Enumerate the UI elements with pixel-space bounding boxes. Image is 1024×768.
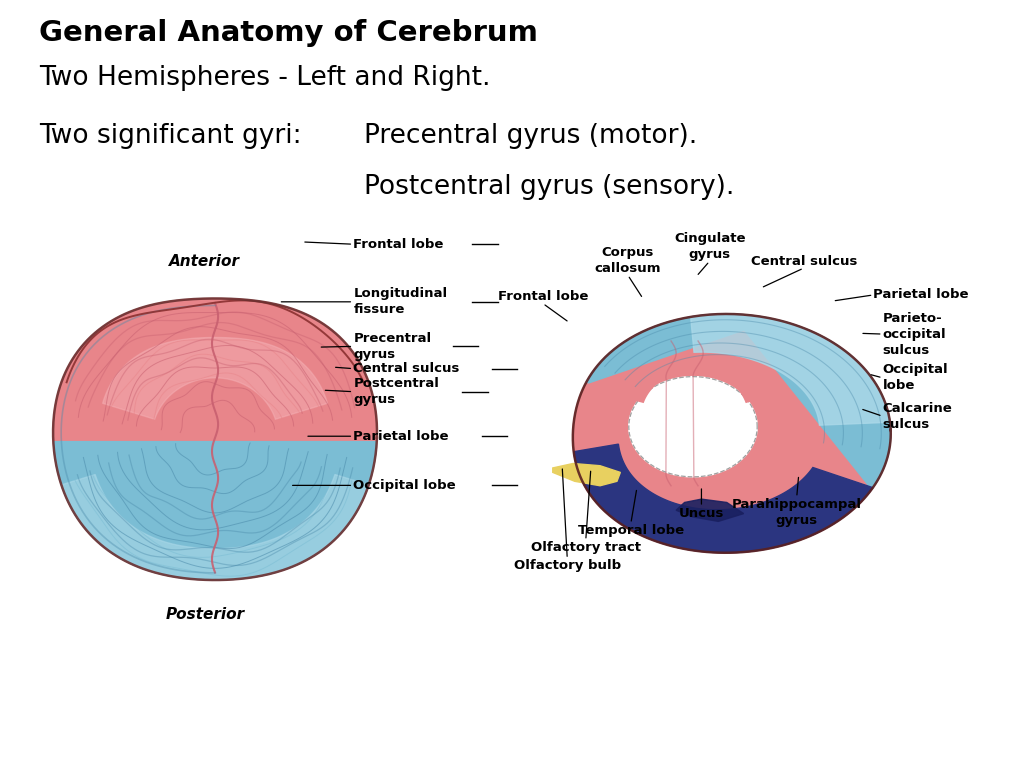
Polygon shape [690, 314, 890, 425]
Polygon shape [629, 376, 757, 477]
Polygon shape [53, 442, 377, 580]
Text: Precentral gyrus (motor).: Precentral gyrus (motor). [364, 123, 696, 149]
Text: Parietal lobe: Parietal lobe [353, 430, 449, 442]
Polygon shape [676, 499, 743, 521]
Polygon shape [53, 299, 377, 580]
Text: Two Hemispheres - Left and Right.: Two Hemispheres - Left and Right. [39, 65, 490, 91]
Text: Central sulcus: Central sulcus [353, 362, 460, 375]
Text: Postcentral
gyrus: Postcentral gyrus [353, 377, 439, 406]
Text: Cingulate
gyrus: Cingulate gyrus [674, 232, 745, 261]
Text: Postcentral gyrus (sensory).: Postcentral gyrus (sensory). [364, 174, 734, 200]
Text: Occipital
lobe: Occipital lobe [883, 363, 948, 392]
Text: Occipital lobe: Occipital lobe [353, 479, 456, 492]
Polygon shape [102, 337, 328, 419]
Polygon shape [553, 464, 621, 486]
Text: Two significant gyri:: Two significant gyri: [39, 123, 301, 149]
Text: Frontal lobe: Frontal lobe [353, 238, 443, 250]
Text: Corpus
callosum: Corpus callosum [595, 246, 660, 275]
Text: Olfactory bulb: Olfactory bulb [514, 559, 621, 572]
Text: Longitudinal
fissure: Longitudinal fissure [353, 287, 447, 316]
Text: Parieto-
occipital
sulcus: Parieto- occipital sulcus [883, 312, 946, 356]
Polygon shape [573, 444, 872, 553]
Text: Posterior: Posterior [165, 607, 245, 622]
Text: Anterior: Anterior [169, 253, 241, 269]
Text: Precentral
gyrus: Precentral gyrus [353, 332, 431, 361]
Text: General Anatomy of Cerebrum: General Anatomy of Cerebrum [39, 19, 538, 47]
Text: Uncus: Uncus [679, 507, 724, 520]
Text: Temporal lobe: Temporal lobe [578, 524, 684, 537]
Polygon shape [61, 475, 369, 580]
Polygon shape [572, 314, 891, 553]
Text: Parietal lobe: Parietal lobe [873, 289, 969, 301]
Text: Olfactory tract: Olfactory tract [530, 541, 641, 554]
Text: Frontal lobe: Frontal lobe [498, 290, 588, 303]
Text: Central sulcus: Central sulcus [751, 255, 857, 268]
Text: Calcarine
sulcus: Calcarine sulcus [883, 402, 952, 431]
Text: Parahippocampal
gyrus: Parahippocampal gyrus [732, 498, 861, 527]
Polygon shape [587, 314, 891, 488]
Polygon shape [631, 359, 759, 402]
